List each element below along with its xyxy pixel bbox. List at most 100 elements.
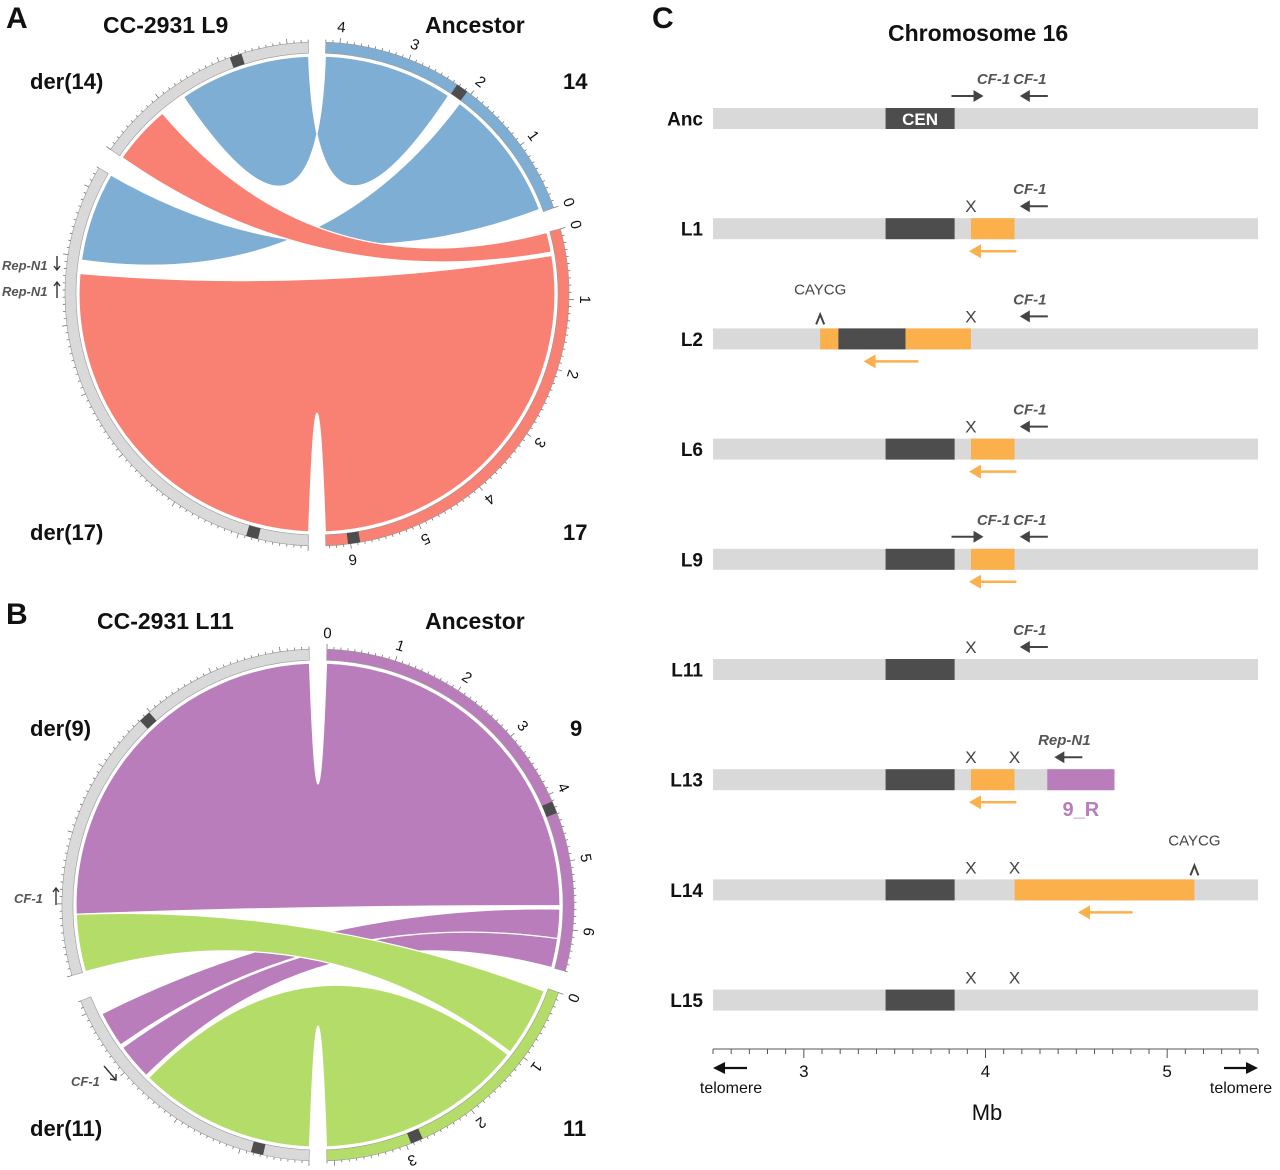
axis-tick <box>217 525 219 529</box>
breakpoint-x: X <box>965 969 976 988</box>
centromere-mark <box>346 531 361 545</box>
axis-tick <box>527 1051 531 1054</box>
axis-tick <box>86 1019 90 1022</box>
axis-tick <box>113 1061 116 1064</box>
axis-tick <box>557 812 560 815</box>
axis-tick <box>402 54 404 58</box>
row-label: L11 <box>671 661 703 682</box>
axis-tick <box>63 253 69 255</box>
centromere-mark <box>451 84 468 101</box>
tick-label: 0 <box>564 991 583 1005</box>
axis-tick <box>499 1085 502 1088</box>
marker-label: CF-1 <box>977 512 1010 529</box>
tick-label: 6 <box>579 927 597 937</box>
tick-label: 5 <box>576 852 594 863</box>
axis-tick <box>566 964 570 966</box>
axis-tick <box>265 44 267 48</box>
axis-tick <box>565 839 569 841</box>
axis-tick <box>250 655 253 658</box>
link-ribbon <box>75 912 545 1053</box>
axis-tick <box>551 799 555 802</box>
axis-tick <box>77 380 81 382</box>
axis-tick <box>545 786 549 789</box>
axis-tick <box>374 652 377 656</box>
axis-tick <box>528 155 531 158</box>
axis-tick <box>549 1012 553 1015</box>
tick-label: 4 <box>481 489 498 507</box>
axis-tick <box>457 686 462 692</box>
axis-tick <box>173 83 176 86</box>
axis-tick <box>96 166 99 169</box>
axis-tick <box>83 192 87 194</box>
axis-tick-label: 4 <box>981 1062 990 1081</box>
axis-tick <box>469 696 472 699</box>
axis-tick <box>385 1151 387 1155</box>
axis-tick <box>109 1055 112 1058</box>
axis-tick <box>381 48 384 51</box>
axis-tick <box>523 1057 528 1061</box>
axis-tick <box>155 489 159 492</box>
chromosome-row: Anc CEN CF-1 CF-1 <box>667 71 1258 131</box>
axis-tick <box>548 193 551 195</box>
axis-tick <box>535 1038 539 1041</box>
arrowhead <box>863 354 876 369</box>
axis-tick <box>467 495 470 498</box>
axis-tick <box>412 527 414 530</box>
chromosome-bar <box>713 328 1258 350</box>
axis-tick <box>72 824 75 826</box>
axis-tick <box>185 509 188 513</box>
axis-tick <box>563 241 567 243</box>
axis-tick <box>258 539 260 542</box>
centromere-mark <box>229 53 245 68</box>
axis-tick <box>162 91 165 94</box>
axis-tick <box>116 136 120 139</box>
inverted-segment <box>970 769 1015 791</box>
axis-tick <box>67 830 73 833</box>
axis-tick <box>137 719 140 722</box>
label-der9: der(9) <box>30 716 92 741</box>
axis-tick <box>535 167 539 170</box>
axis-tick <box>484 481 487 485</box>
axis-tick-label: 3 <box>799 1062 808 1081</box>
axis-tick <box>509 456 512 459</box>
axis-tick <box>465 1114 468 1117</box>
axis-tick <box>86 790 89 793</box>
centromere-mark <box>250 1141 266 1156</box>
tick-label: 4 <box>336 19 346 37</box>
chromosome-row: L9 CF-1 CF-1 <box>681 512 1258 589</box>
axis-tick <box>64 852 68 854</box>
axis-tick <box>140 109 143 113</box>
row-label: L13 <box>670 771 703 792</box>
axis-tick <box>90 1026 93 1028</box>
axis-tick <box>502 121 505 124</box>
axis-tick <box>67 975 73 978</box>
axis-tick <box>126 1077 130 1080</box>
axis-tick <box>230 531 233 534</box>
axis-tick-label: 5 <box>1162 1062 1171 1081</box>
axis-tick <box>462 499 465 503</box>
axis-tick <box>93 1032 97 1034</box>
axis-tick <box>101 1044 104 1047</box>
axis-tick <box>534 421 537 424</box>
axis-tick <box>440 72 443 75</box>
axis-tick <box>427 671 430 674</box>
axis-tick <box>474 700 478 704</box>
axis-tick <box>515 137 519 140</box>
axis-tick <box>482 1100 485 1103</box>
axis-tick <box>381 654 383 658</box>
axis-tick <box>552 382 556 385</box>
axis-tick <box>505 729 509 732</box>
axis-tick <box>367 44 370 48</box>
chromosome-arc-chr14 <box>325 41 555 212</box>
arrowhead <box>968 795 981 810</box>
axis-tick <box>199 1132 202 1136</box>
row-label: L1 <box>681 220 704 241</box>
axis-tick <box>142 714 145 717</box>
chromosome-arc-der9 <box>61 648 310 976</box>
axis-tick <box>197 516 200 520</box>
axis-tick <box>550 389 553 391</box>
axis-tick <box>535 768 538 771</box>
axis-tick <box>433 1133 436 1136</box>
breakpoint-x: X <box>965 748 976 767</box>
row-label: L14 <box>670 881 703 902</box>
